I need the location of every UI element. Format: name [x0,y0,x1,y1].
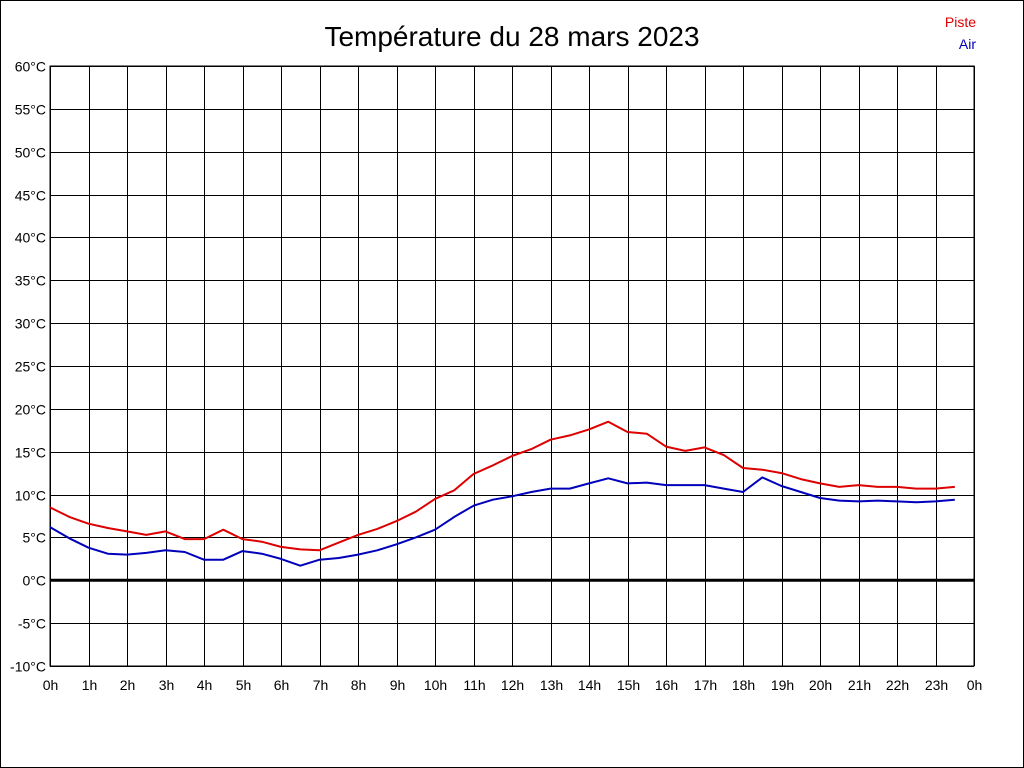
x-tick-label: 7h [313,677,329,693]
x-tick-label: 13h [540,677,563,693]
x-tick-label: 2h [120,677,136,693]
x-tick-label: 19h [771,677,794,693]
x-tick-label: 6h [274,677,290,693]
legend: Piste Air [945,14,976,52]
x-tick-label: 18h [732,677,755,693]
series-layer [49,420,955,567]
x-axis: 0h 1h 2h 3h 4h 5h 6h 7h 8h 9h 10h 11h 12h 13h 14h 15h 16… [43,677,983,693]
x-tick-label: 23h [925,677,948,693]
y-tick-label: 5°C [23,530,47,546]
series-line-piste [49,420,955,552]
x-tick-label: 1h [82,677,98,693]
chart-title: Température du 28 mars 2023 [324,21,699,52]
x-tick-label: 5h [236,677,252,693]
x-tick-label: 10h [424,677,447,693]
x-tick-label: 12h [501,677,524,693]
x-tick-label: 11h [463,677,485,693]
x-tick-label: 20h [809,677,832,693]
y-tick-label: 40°C [15,230,46,246]
grid [49,65,975,667]
y-tick-label: 45°C [15,188,46,204]
x-tick-label: 15h [617,677,640,693]
y-tick-label: -10°C [10,659,46,675]
legend-entry-air: Air [959,36,976,52]
x-tick-label: 4h [197,677,213,693]
y-tick-label: 35°C [15,273,46,289]
y-axis: 60°C 55°C 50°C 45°C 40°C 35°C 30°C 25°C 20°C 15°C… [10,59,46,675]
x-tick-label: 17h [694,677,717,693]
legend-entry-piste: Piste [945,14,976,30]
x-tick-label: 0h [43,677,59,693]
series-line-air [49,476,955,567]
y-tick-label: 55°C [15,102,46,118]
y-tick-label: 50°C [15,145,46,161]
x-tick-label: 14h [578,677,601,693]
y-tick-label: 25°C [15,359,46,375]
y-tick-label: 0°C [23,573,47,589]
y-tick-label: 10°C [15,488,46,504]
x-tick-label: 9h [390,677,406,693]
y-tick-label: -5°C [18,616,46,632]
x-tick-label: 22h [886,677,909,693]
x-tick-label: 8h [351,677,367,693]
y-tick-label: 15°C [15,445,46,461]
y-tick-label: 30°C [15,316,46,332]
y-tick-label: 60°C [15,59,46,75]
x-tick-label: 21h [848,677,871,693]
x-tick-label: 0h [967,677,983,693]
x-tick-label: 3h [159,677,175,693]
y-tick-label: 20°C [15,402,46,418]
x-tick-label: 16h [655,677,678,693]
